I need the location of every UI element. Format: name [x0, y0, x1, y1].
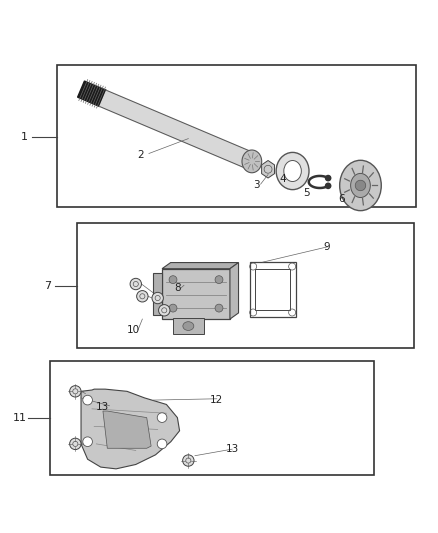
Bar: [162, 269, 230, 319]
Bar: [173, 318, 204, 334]
Bar: [255, 269, 290, 310]
Text: 13: 13: [226, 444, 239, 454]
Bar: [57, 65, 416, 207]
Polygon shape: [78, 81, 106, 107]
Circle shape: [157, 439, 167, 449]
Text: 7: 7: [44, 281, 51, 291]
Circle shape: [169, 304, 177, 312]
Text: 3: 3: [253, 181, 260, 190]
Text: 4: 4: [279, 174, 286, 184]
Bar: [77, 223, 414, 348]
Circle shape: [215, 304, 223, 312]
Circle shape: [183, 455, 194, 466]
Polygon shape: [230, 263, 239, 319]
Circle shape: [215, 276, 223, 284]
Circle shape: [130, 278, 141, 290]
Ellipse shape: [284, 160, 301, 182]
Text: 5: 5: [303, 188, 310, 198]
Circle shape: [325, 175, 331, 181]
Ellipse shape: [350, 173, 370, 198]
Circle shape: [83, 437, 92, 447]
Polygon shape: [81, 389, 180, 469]
Text: 2: 2: [137, 150, 144, 160]
Polygon shape: [153, 273, 162, 314]
Ellipse shape: [242, 150, 261, 173]
Text: 1: 1: [21, 132, 28, 142]
Ellipse shape: [183, 322, 194, 330]
Text: 10: 10: [127, 325, 140, 335]
Text: 9: 9: [323, 242, 330, 252]
Circle shape: [325, 183, 331, 189]
Text: 6: 6: [338, 193, 345, 204]
Circle shape: [152, 292, 163, 304]
Polygon shape: [261, 160, 275, 178]
Text: 11: 11: [13, 413, 27, 423]
Circle shape: [83, 395, 92, 405]
Polygon shape: [100, 91, 255, 169]
Circle shape: [169, 276, 177, 284]
Bar: [250, 262, 296, 317]
Text: 12: 12: [210, 395, 223, 405]
Circle shape: [355, 180, 366, 191]
Circle shape: [137, 290, 148, 302]
Circle shape: [159, 304, 170, 316]
Polygon shape: [162, 263, 239, 269]
Ellipse shape: [276, 152, 309, 190]
Text: 13: 13: [96, 402, 110, 411]
Bar: [50, 361, 374, 474]
Ellipse shape: [340, 160, 381, 211]
Text: 8: 8: [174, 284, 181, 293]
Circle shape: [70, 386, 81, 397]
Polygon shape: [103, 411, 151, 448]
Circle shape: [70, 438, 81, 449]
Circle shape: [157, 413, 167, 423]
